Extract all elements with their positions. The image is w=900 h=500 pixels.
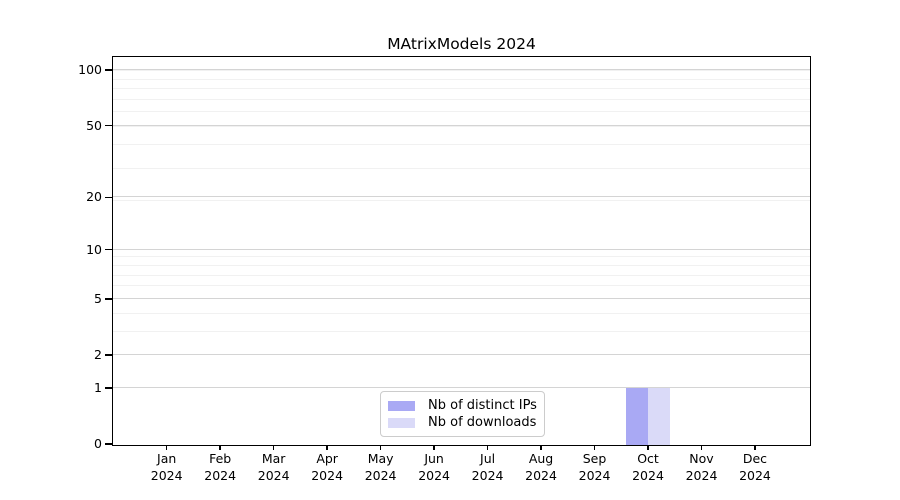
y-tick-label: 50 <box>86 117 102 133</box>
x-tick-month: Aug <box>528 451 554 466</box>
legend-label-downloads: Nb of downloads <box>428 415 537 430</box>
y-gridline-minor <box>112 111 810 113</box>
x-tick-year: 2024 <box>150 467 183 483</box>
y-tick-mark <box>104 354 112 356</box>
downloads-swatch <box>388 417 415 428</box>
x-tick-month: Jul <box>480 451 496 466</box>
y-gridline-minor <box>112 98 810 100</box>
x-tick-label: Jul 2024 <box>456 451 520 484</box>
x-tick-month: Jun <box>424 451 444 466</box>
x-tick-year: 2024 <box>364 467 397 483</box>
y-gridline-major <box>112 248 810 250</box>
bar-distinct-ips <box>625 388 648 445</box>
x-tick-label: Jun 2024 <box>402 451 466 484</box>
x-tick-month: Jan <box>157 451 177 466</box>
y-gridline-minor <box>112 285 810 287</box>
x-tick-year: 2024 <box>739 467 771 483</box>
x-tick-month: Dec <box>742 451 768 466</box>
y-gridline-major <box>112 124 810 126</box>
x-tick-label: Oct 2024 <box>616 451 680 484</box>
x-tick-label: Dec 2024 <box>723 451 787 484</box>
x-tick-year: 2024 <box>685 467 718 483</box>
y-gridline-minor <box>112 126 810 128</box>
distinct-ips-swatch <box>388 400 415 411</box>
x-tick-mark <box>219 444 221 450</box>
x-tick-mark <box>379 444 382 450</box>
y-tick-mark <box>104 298 112 300</box>
y-tick-label: 20 <box>86 189 102 205</box>
x-tick-mark <box>486 444 489 450</box>
x-tick-month: Apr <box>316 451 338 466</box>
chart-title: MAtrixModels 2024 <box>387 35 536 53</box>
x-tick-year: 2024 <box>311 467 344 483</box>
y-tick-mark <box>104 443 112 445</box>
y-gridline-minor <box>112 312 810 314</box>
legend-item-distinct-ips: Nb of distinct IPs <box>388 398 537 413</box>
x-tick-month: Sep <box>582 451 607 466</box>
y-tick-label: 10 <box>86 241 102 257</box>
y-gridline-minor <box>112 78 810 80</box>
y-gridline-minor <box>112 330 810 332</box>
y-gridline-major <box>112 69 810 71</box>
legend-label-distinct-ips: Nb of distinct IPs <box>428 398 537 413</box>
x-tick-year: 2024 <box>418 467 450 483</box>
y-gridline-major <box>112 297 810 299</box>
x-tick-label: Nov 2024 <box>670 451 734 484</box>
x-tick-mark <box>593 444 596 450</box>
x-tick-year: 2024 <box>204 467 237 483</box>
y-gridline-minor <box>112 144 810 146</box>
y-tick-label: 0 <box>94 436 102 451</box>
y-gridline-minor <box>112 274 810 276</box>
x-tick-mark <box>326 444 328 450</box>
y-gridline-minor <box>112 88 810 90</box>
y-gridline-major <box>112 196 810 198</box>
x-tick-label: Mar 2024 <box>242 451 306 484</box>
x-tick-mark <box>540 444 542 450</box>
y-gridline-major <box>112 386 810 388</box>
x-tick-year: 2024 <box>578 467 611 483</box>
y-tick-mark <box>104 196 112 199</box>
legend-item-downloads: Nb of downloads <box>388 415 537 430</box>
y-tick-mark <box>104 249 112 251</box>
x-tick-year: 2024 <box>471 467 504 483</box>
x-tick-year: 2024 <box>525 467 557 483</box>
x-tick-label: Apr 2024 <box>295 451 359 484</box>
x-tick-mark <box>754 444 756 450</box>
plot-area <box>111 55 811 446</box>
x-tick-label: Sep 2024 <box>563 451 627 484</box>
y-gridline-major <box>112 354 810 355</box>
x-tick-label: May 2024 <box>349 451 413 484</box>
y-tick-label: 1 <box>94 379 102 395</box>
y-tick-label: 5 <box>94 290 102 306</box>
y-gridline-minor <box>112 69 810 71</box>
x-tick-mark <box>433 444 435 450</box>
x-tick-year: 2024 <box>632 467 664 483</box>
x-tick-month: May <box>367 451 394 466</box>
y-gridline-minor <box>112 256 810 258</box>
x-tick-label: Jan 2024 <box>135 451 199 484</box>
y-tick-mark <box>104 69 112 71</box>
x-tick-mark <box>700 444 703 450</box>
bar-downloads <box>647 388 670 445</box>
x-tick-label: Aug 2024 <box>509 451 573 484</box>
y-gridline-minor <box>112 200 810 202</box>
x-tick-month: Oct <box>637 451 659 466</box>
y-gridline-minor <box>112 167 810 169</box>
x-tick-mark <box>647 444 649 450</box>
legend: Nb of distinct IPs Nb of downloads <box>380 391 545 437</box>
x-tick-month: Mar <box>261 451 286 466</box>
x-tick-month: Nov <box>689 451 714 466</box>
y-tick-mark <box>104 124 112 127</box>
y-tick-mark <box>104 387 112 389</box>
x-tick-mark <box>272 444 275 450</box>
y-gridline-minor <box>112 265 810 267</box>
x-tick-year: 2024 <box>257 467 290 483</box>
y-tick-label: 100 <box>78 62 102 78</box>
x-tick-label: Feb 2024 <box>188 451 252 484</box>
x-tick-month: Feb <box>209 451 232 466</box>
y-tick-label: 2 <box>94 347 102 362</box>
x-tick-mark <box>166 444 168 450</box>
